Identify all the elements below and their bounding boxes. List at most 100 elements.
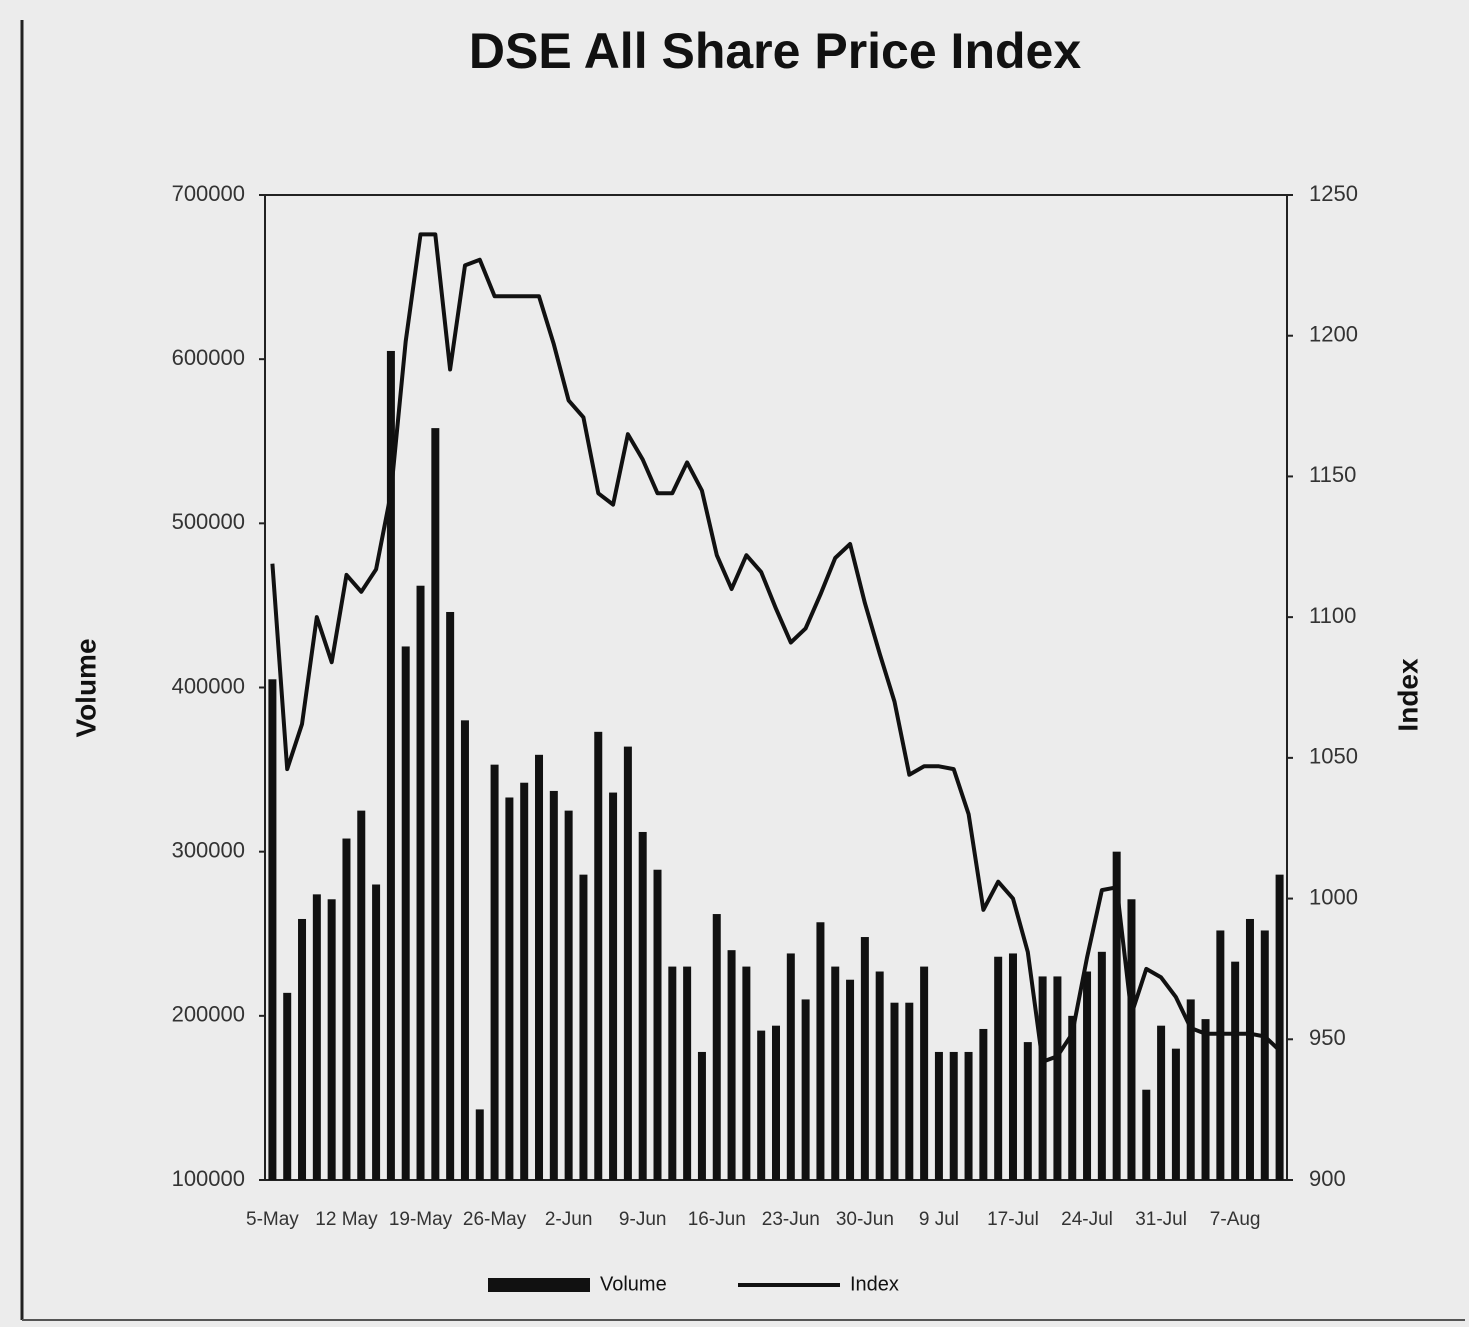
bar [1083,971,1092,1180]
bar [949,1051,958,1180]
bar [327,899,336,1180]
x-tick-label: 23-Jun [762,1209,820,1230]
y-tick-label: 700000 [172,181,245,206]
bar [342,838,351,1180]
bar [549,790,558,1180]
legend-label: Volume [600,1273,667,1295]
bar [920,966,929,1180]
bar [268,679,277,1180]
bar [668,966,677,1180]
bar [712,914,721,1180]
bar [460,720,469,1180]
bar [875,971,884,1180]
bar [579,874,588,1180]
bar [772,1025,780,1180]
x-tick-label: 7-Aug [1210,1209,1261,1230]
bar [1127,899,1136,1180]
y2-tick-label: 1100 [1309,603,1356,628]
bar [623,746,632,1180]
bar [1053,976,1062,1180]
index-line [270,232,1281,1064]
y-tick-label: 600000 [172,345,245,370]
bar [386,350,395,1180]
x-tick-label: 30-Jun [836,1209,894,1230]
y-tick-label: 200000 [172,1002,245,1027]
bar [994,956,1003,1180]
bar [446,611,455,1180]
y2-tick-label: 950 [1309,1025,1346,1050]
bar [535,754,544,1180]
bar [1008,953,1017,1180]
bar [1245,918,1254,1180]
bar [594,731,603,1180]
bar [312,894,321,1180]
y2-tick-label: 1150 [1309,462,1356,487]
legend-swatch [488,1278,590,1292]
y2-tick-label: 1050 [1309,744,1358,769]
bar [609,792,618,1180]
bar [905,1002,914,1180]
x-tick-label: 31-Jul [1135,1209,1187,1230]
bar [934,1051,943,1180]
bar [683,966,692,1180]
bar [283,992,292,1180]
bar [490,764,499,1180]
bar [816,922,825,1180]
chart-title: DSE All Share Price Index [469,23,1081,79]
x-tick-label: 5-May [246,1209,299,1230]
bar [1260,930,1269,1180]
x-tick-label: 16-Jun [688,1209,746,1230]
y2-tick-label: 1000 [1309,884,1358,909]
bar [890,1002,899,1180]
bar [860,937,869,1180]
bar [1186,999,1195,1180]
bar [1023,1042,1032,1180]
y-tick-label: 300000 [172,837,245,862]
bar [564,810,573,1180]
bar [979,1028,988,1180]
y2-tick-label: 900 [1309,1166,1346,1191]
y2-tick-label: 1200 [1309,322,1358,347]
bar [1112,851,1121,1180]
bar [298,918,307,1180]
bar [1201,1019,1210,1180]
y2-tick-label: 1250 [1309,181,1358,206]
y2-axis-label: Index [1392,658,1423,732]
bar [846,979,855,1180]
bar [1171,1048,1180,1180]
x-tick-label: 19-May [389,1209,453,1230]
bar [1157,1025,1166,1180]
bar [801,999,810,1180]
bar [401,646,410,1180]
bar [475,1109,484,1180]
bar [505,797,514,1180]
bar [1275,874,1284,1180]
bar [727,950,736,1180]
bar [431,428,440,1180]
bar [1142,1089,1151,1180]
bar [357,810,366,1180]
x-tick-label: 26-May [463,1209,527,1230]
bar [638,831,647,1180]
bar [786,953,795,1180]
bar [831,966,840,1180]
bar [742,966,751,1180]
bar [653,869,662,1180]
bar [964,1051,973,1180]
bar [697,1051,706,1180]
y-tick-label: 500000 [172,509,245,534]
bar [1231,961,1240,1180]
bar [757,1030,766,1180]
bar [1216,930,1225,1180]
x-tick-label: 9 Jul [919,1209,959,1230]
y-tick-label: 100000 [172,1166,245,1191]
bar [1097,951,1106,1180]
x-tick-label: 12 May [315,1209,378,1230]
y-axis-label: Volume [70,638,101,737]
bar [520,782,529,1180]
bar [1068,1015,1077,1180]
bar [1038,976,1047,1180]
x-tick-label: 17-Jul [987,1209,1039,1230]
x-tick-label: 2-Jun [545,1209,593,1230]
